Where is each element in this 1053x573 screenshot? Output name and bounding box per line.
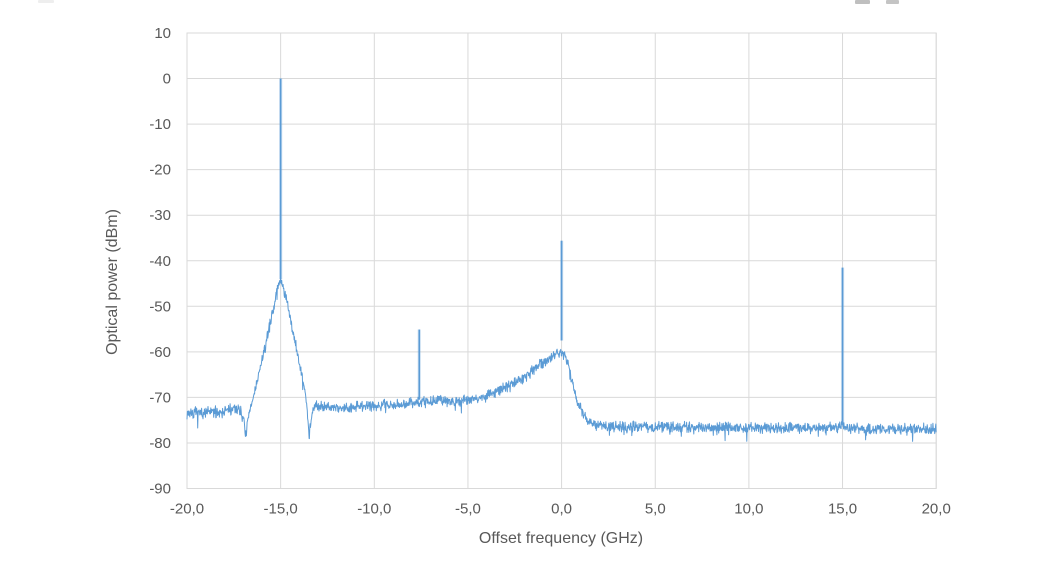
y-tick-label: -50 xyxy=(149,298,171,315)
cropped-text-artifact xyxy=(855,0,870,4)
y-tick-label: -70 xyxy=(149,389,171,406)
plot-area-border xyxy=(186,32,937,489)
x-tick-label: -15,0 xyxy=(264,501,298,518)
y-tick-label: -60 xyxy=(149,344,171,361)
y-tick-label: -80 xyxy=(149,435,171,452)
cropped-text-artifact xyxy=(38,0,54,3)
x-axis-title: Offset frequency (GHz) xyxy=(478,530,644,547)
spectrum-trace xyxy=(186,277,937,442)
y-tick-label: -20 xyxy=(149,162,171,179)
x-tick-label: 10,0 xyxy=(734,501,763,518)
y-axis-title: Optical power (dBm) xyxy=(104,209,121,355)
y-tick-label: 10 xyxy=(154,25,171,42)
x-tick-label: -10,0 xyxy=(357,501,391,518)
x-tick-label: -5,0 xyxy=(455,501,481,518)
x-tick-label: 15,0 xyxy=(828,501,857,518)
y-tick-label: -10 xyxy=(149,116,171,133)
x-tick-label: 0,0 xyxy=(551,501,572,518)
x-tick-label: 20,0 xyxy=(922,501,951,518)
y-tick-label: 0 xyxy=(163,71,171,88)
x-tick-label: 5,0 xyxy=(645,501,666,518)
y-tick-label: -40 xyxy=(149,253,171,270)
y-tick-label: -30 xyxy=(149,207,171,224)
y-tick-label: -90 xyxy=(149,481,171,498)
x-tick-label: -20,0 xyxy=(170,501,204,518)
cropped-text-artifact xyxy=(886,0,899,4)
